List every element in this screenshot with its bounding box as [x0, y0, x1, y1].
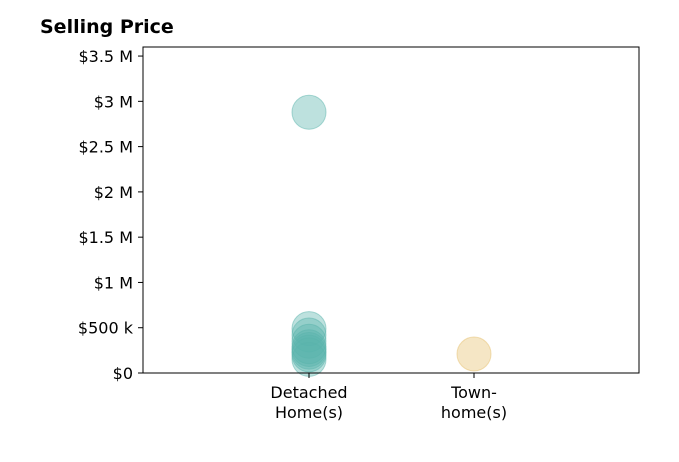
y-tick-label: $2.5 M [78, 138, 133, 157]
data-point-detached [291, 337, 327, 373]
y-tick-label: $0 [113, 364, 133, 383]
data-point-detached [291, 94, 327, 130]
x-tick-label: Home(s) [275, 403, 343, 422]
y-tick-label: $1 M [94, 273, 133, 292]
y-tick-label: $3.5 M [78, 47, 133, 66]
chart-title: Selling Price [40, 16, 174, 38]
data-point-detached [291, 341, 327, 377]
y-tick-label: $1.5 M [78, 228, 133, 247]
data-point-detached [291, 323, 327, 359]
x-tick-label: Town- [450, 383, 497, 402]
y-axis: $0 $500 k $1 M $1.5 M $2 M $2.5 M $3 M $3.5 M [78, 47, 143, 383]
x-tick-label: Detached [270, 383, 347, 402]
y-tick-label: $500 k [78, 319, 134, 338]
data-point-townhome [456, 336, 492, 372]
x-tick-label: home(s) [441, 403, 507, 422]
y-tick-label: $2 M [94, 183, 133, 202]
data-points [291, 94, 492, 377]
y-tick-label: $3 M [94, 92, 133, 111]
plot-frame [142, 46, 640, 374]
